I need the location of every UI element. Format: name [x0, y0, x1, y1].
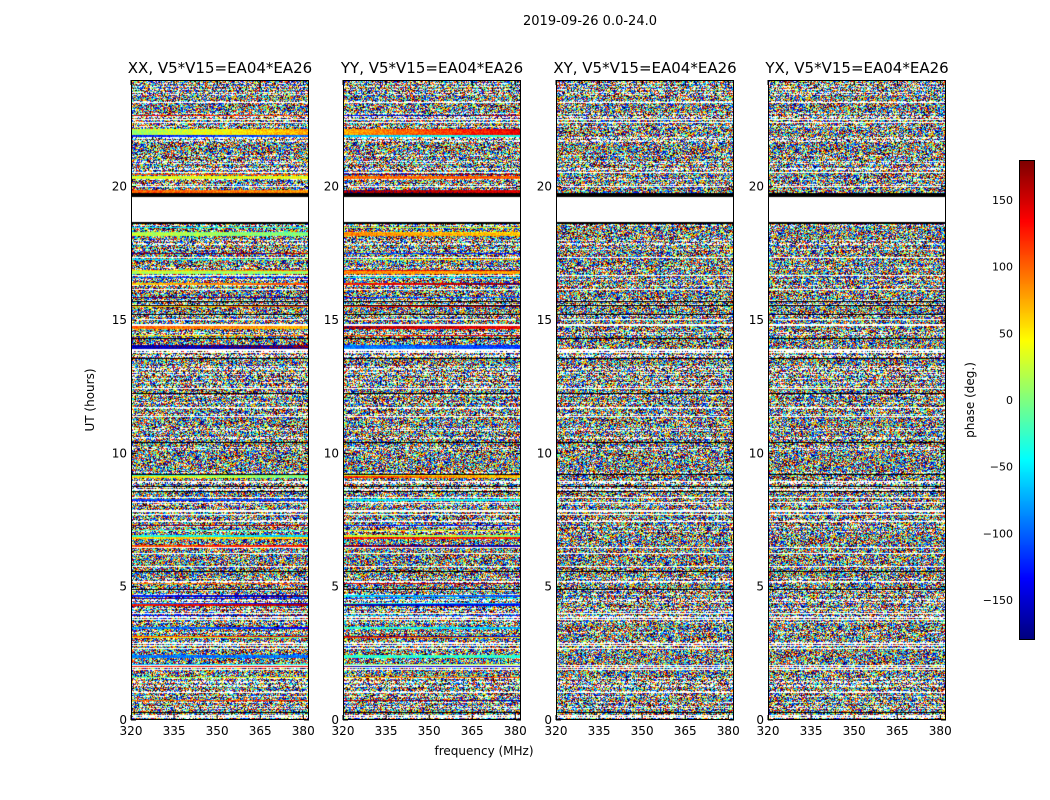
panel-title: XX, V5*V15=EA04*EA26	[127, 59, 313, 77]
x-tick-label: 365	[886, 724, 909, 738]
x-tick-label: 320	[545, 724, 568, 738]
panel-title: YY, V5*V15=EA04*EA26	[340, 59, 524, 77]
y-axis-label: UT (hours)	[83, 368, 97, 432]
x-tick-label: 320	[120, 724, 143, 738]
panel-title: XY, V5*V15=EA04*EA26	[553, 59, 737, 77]
colorbar-tick-label: −100	[983, 527, 1013, 540]
y-tick-label: 0	[331, 713, 339, 727]
figure-suptitle: 2019-09-26 0.0-24.0	[523, 14, 657, 29]
x-tick-label: 335	[800, 724, 823, 738]
panel-yx	[768, 80, 946, 720]
x-tick-label: 320	[757, 724, 780, 738]
x-axis-label: frequency (MHz)	[434, 744, 534, 758]
y-tick-label: 20	[324, 180, 339, 194]
x-tick-label: 350	[206, 724, 229, 738]
y-tick-label: 5	[119, 580, 127, 594]
x-tick-label: 380	[504, 724, 527, 738]
y-tick-label: 10	[112, 446, 127, 460]
y-tick-label: 5	[544, 580, 552, 594]
y-tick-label: 0	[119, 713, 127, 727]
y-tick-label: 20	[112, 180, 127, 194]
y-tick-label: 10	[537, 446, 552, 460]
x-tick-label: 320	[332, 724, 355, 738]
colorbar-tick-label: 50	[999, 327, 1013, 340]
y-tick-label: 0	[544, 713, 552, 727]
x-tick-label: 380	[292, 724, 315, 738]
y-tick-label: 15	[537, 313, 552, 327]
y-tick-label: 10	[324, 446, 339, 460]
x-tick-label: 350	[631, 724, 654, 738]
x-tick-label: 335	[588, 724, 611, 738]
x-tick-label: 335	[163, 724, 186, 738]
panel-yy	[343, 80, 521, 720]
colorbar-tick-label: 150	[992, 194, 1013, 207]
x-tick-label: 380	[929, 724, 952, 738]
x-tick-label: 365	[461, 724, 484, 738]
colorbar	[1019, 160, 1035, 640]
x-tick-label: 350	[418, 724, 441, 738]
y-tick-label: 10	[749, 446, 764, 460]
colorbar-tick-label: 100	[992, 261, 1013, 274]
panel-xy	[556, 80, 734, 720]
colorbar-tick-label: −150	[983, 594, 1013, 607]
x-tick-label: 365	[674, 724, 697, 738]
panel-title: YX, V5*V15=EA04*EA26	[765, 59, 949, 77]
y-tick-label: 5	[756, 580, 764, 594]
x-tick-label: 350	[843, 724, 866, 738]
x-tick-label: 335	[375, 724, 398, 738]
colorbar-label: phase (deg.)	[963, 362, 977, 438]
panel-xx	[131, 80, 309, 720]
x-tick-label: 365	[249, 724, 272, 738]
y-tick-label: 15	[324, 313, 339, 327]
y-tick-label: 15	[112, 313, 127, 327]
x-tick-label: 380	[717, 724, 740, 738]
y-tick-label: 15	[749, 313, 764, 327]
y-tick-label: 0	[756, 713, 764, 727]
y-tick-label: 20	[537, 180, 552, 194]
colorbar-tick-label: 0	[1006, 394, 1013, 407]
y-tick-label: 5	[331, 580, 339, 594]
colorbar-tick-label: −50	[990, 461, 1013, 474]
y-tick-label: 20	[749, 180, 764, 194]
